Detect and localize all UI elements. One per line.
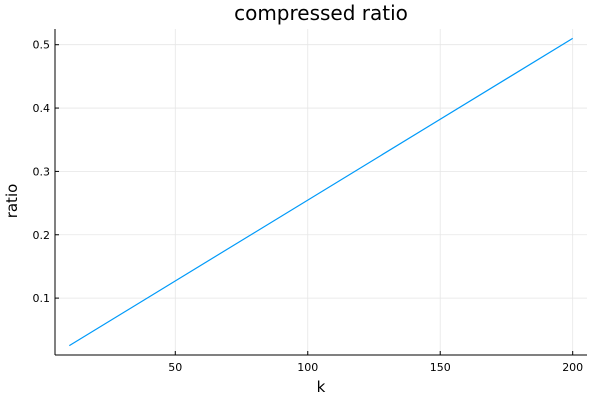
y-axis-label: ratio: [3, 184, 21, 219]
x-tick-label-3: 200: [562, 361, 583, 374]
y-tick-label-0: 0.1: [33, 292, 51, 305]
x-tick-label-2: 150: [430, 361, 451, 374]
axes-layer: [54, 29, 587, 356]
y-tick-label-4: 0.5: [33, 39, 51, 52]
series-layer: [68, 37, 574, 347]
y-tick-label-2: 0.3: [33, 165, 51, 178]
x-tick-label-1: 100: [297, 361, 318, 374]
series-line-0: [68, 37, 574, 347]
y-tick-label-3: 0.4: [33, 102, 51, 115]
y-tick-label-1: 0.2: [33, 229, 51, 242]
ticks-layer: 50 100 150 200 0.1 0.2 0.3 0.4 0.5: [33, 39, 584, 374]
x-tick-label-0: 50: [168, 361, 182, 374]
grid-layer: [55, 29, 587, 355]
chart-title: compressed ratio: [234, 1, 408, 25]
x-axis-label: k: [317, 378, 326, 396]
